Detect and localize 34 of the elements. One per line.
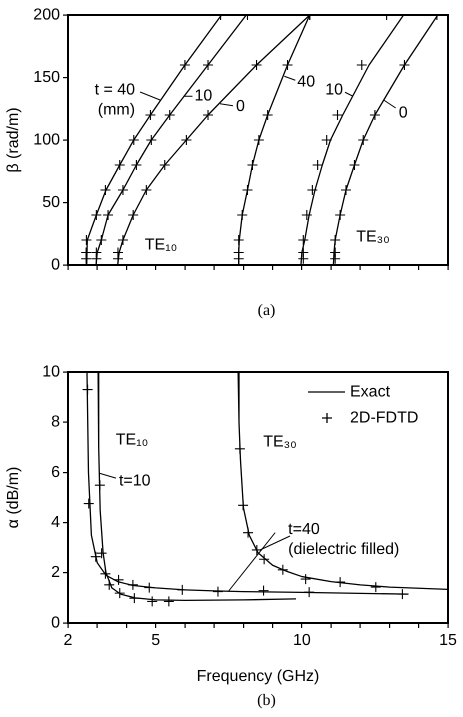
annotation: TE₃₀: [356, 228, 390, 246]
y-tick-label: 0: [51, 614, 60, 632]
annotation: t=40 (dielectric filled): [288, 521, 400, 558]
y-tick-label: 10: [42, 363, 60, 380]
annotation: TE₃₀: [263, 433, 297, 450]
y-tick-label: 50: [42, 194, 60, 211]
x-tick-label: 15: [439, 632, 457, 650]
x-tick-label: 2: [64, 632, 73, 650]
annotation: 0: [236, 98, 245, 116]
x-tick-label: 10: [292, 632, 311, 650]
y-tick-label: 150: [33, 68, 60, 86]
annotation: TE₁₀: [144, 236, 178, 254]
legend-label: Exact: [350, 383, 391, 400]
annotation: 10: [325, 82, 344, 99]
annotation: 10: [194, 88, 212, 105]
text: (a): [256, 301, 276, 321]
annotation: 0: [398, 104, 408, 122]
text: (b): [256, 691, 277, 711]
y-axis-title: β (rad/m): [5, 107, 22, 173]
y-tick-label: 100: [33, 131, 60, 148]
annotation: t = 40 (mm): [94, 81, 136, 118]
y-tick-label: 200: [33, 6, 60, 24]
annotation: t=10: [118, 472, 151, 490]
x-axis-title: Frequency (GHz): [196, 668, 320, 685]
y-tick-label: 8: [51, 414, 60, 431]
y-tick-label: 6: [51, 464, 60, 481]
y-tick-label: 2: [51, 564, 60, 582]
y-tick-label: 4: [51, 514, 60, 532]
annotation: TE₁₀: [116, 431, 148, 448]
y-tick-label: 0: [51, 256, 60, 274]
x-tick-label: 5: [151, 632, 160, 650]
y-axis-title: α (dB/m): [5, 466, 22, 528]
annotation: 40: [297, 74, 316, 91]
legend-label: 2D-FDTD: [350, 409, 418, 426]
